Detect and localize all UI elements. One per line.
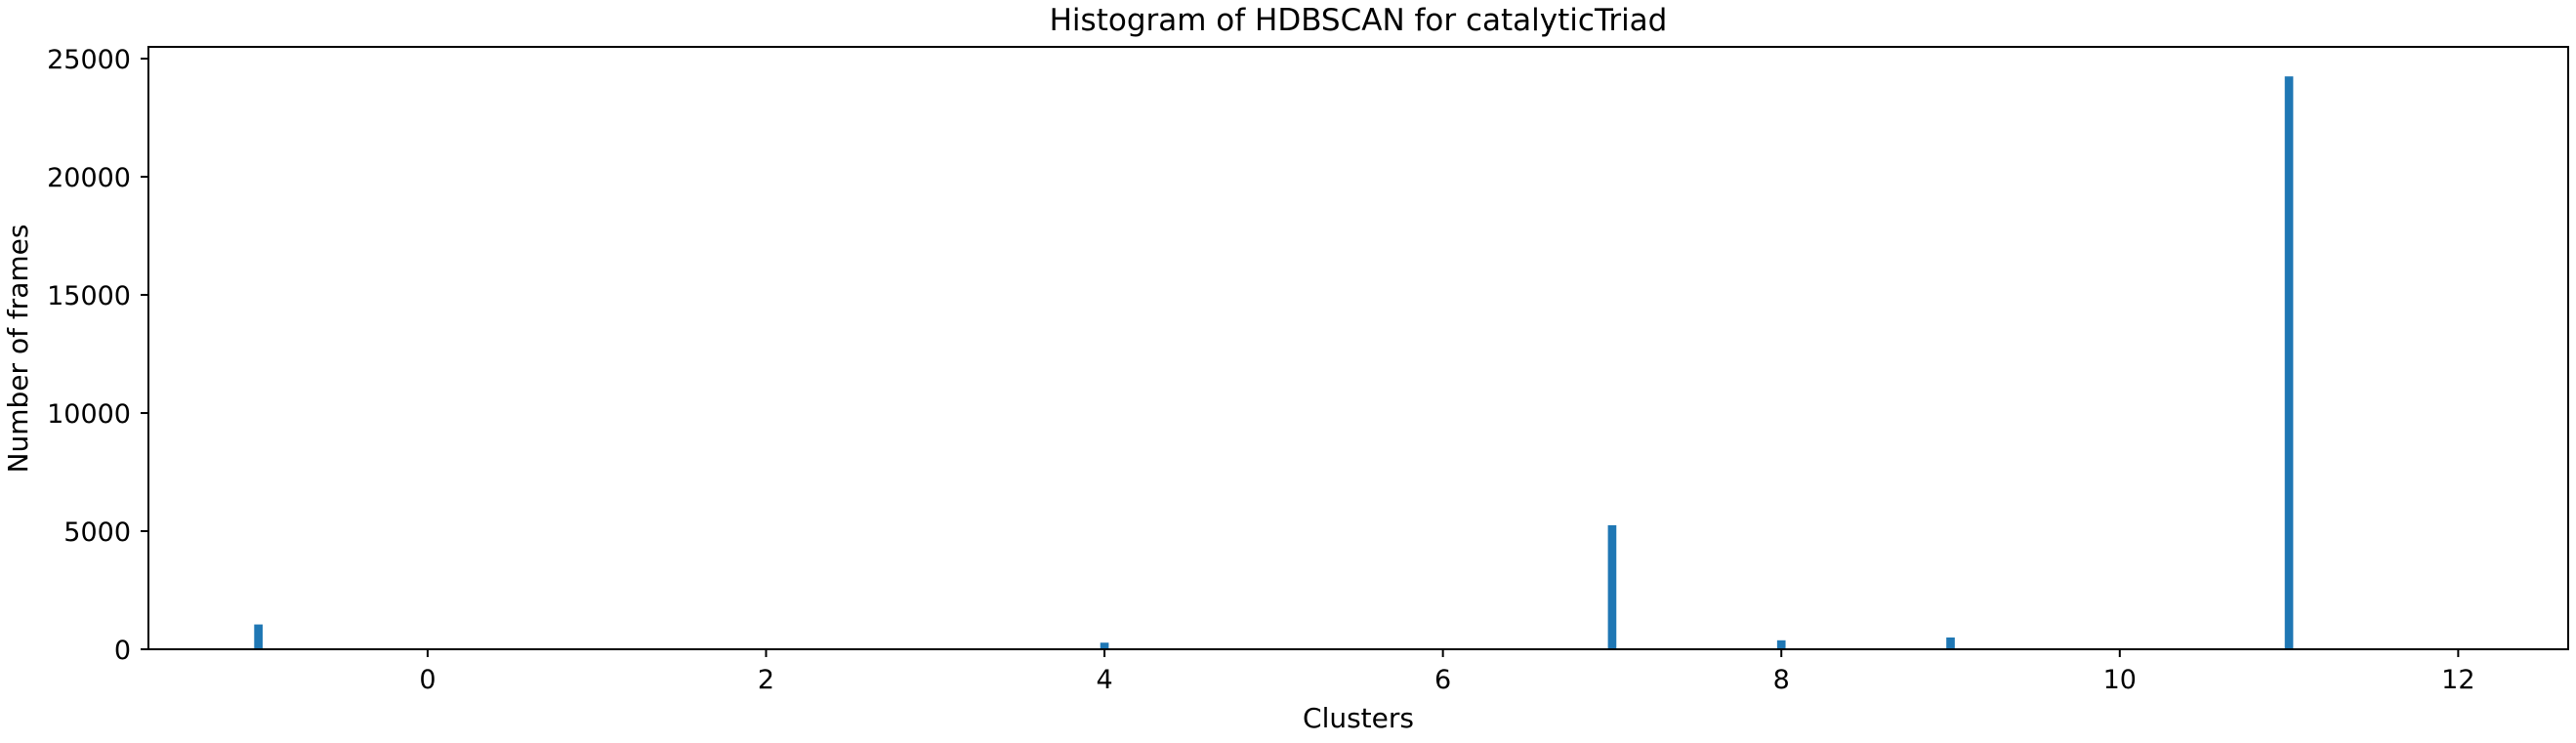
chart-title: Histogram of HDBSCAN for catalyticTriad — [1050, 3, 1668, 38]
bar-cluster--1 — [254, 624, 263, 649]
y-tick-label: 20000 — [47, 163, 131, 193]
x-tick-label: 8 — [1773, 665, 1790, 695]
x-tick-label: 2 — [758, 665, 774, 695]
y-tick-label: 25000 — [47, 45, 131, 75]
x-tick-label: 10 — [2103, 665, 2137, 695]
bar-cluster-11 — [2284, 76, 2294, 649]
x-tick-label: 12 — [2441, 665, 2474, 695]
bar-cluster-4 — [1100, 642, 1109, 649]
bar-cluster-9 — [1946, 637, 1955, 649]
x-tick-label: 0 — [419, 665, 436, 695]
y-ticks: 0 5000 10000 15000 20000 25000 — [47, 45, 148, 666]
y-tick-label: 0 — [114, 636, 131, 666]
x-tick-label: 6 — [1434, 665, 1451, 695]
y-tick-label: 10000 — [47, 399, 131, 430]
bar-cluster-7 — [1607, 524, 1617, 649]
x-ticks: 0 2 4 6 8 10 12 — [419, 649, 2475, 695]
axes-frame — [147, 46, 2569, 650]
x-tick-label: 4 — [1096, 665, 1112, 695]
bar-cluster-8 — [1776, 640, 1786, 649]
y-tick-label: 5000 — [63, 517, 131, 548]
bars-layer — [254, 76, 2294, 649]
y-axis-label: Number of frames — [2, 225, 34, 474]
y-tick-label: 15000 — [47, 281, 131, 311]
x-axis-label: Clusters — [1303, 702, 1414, 734]
